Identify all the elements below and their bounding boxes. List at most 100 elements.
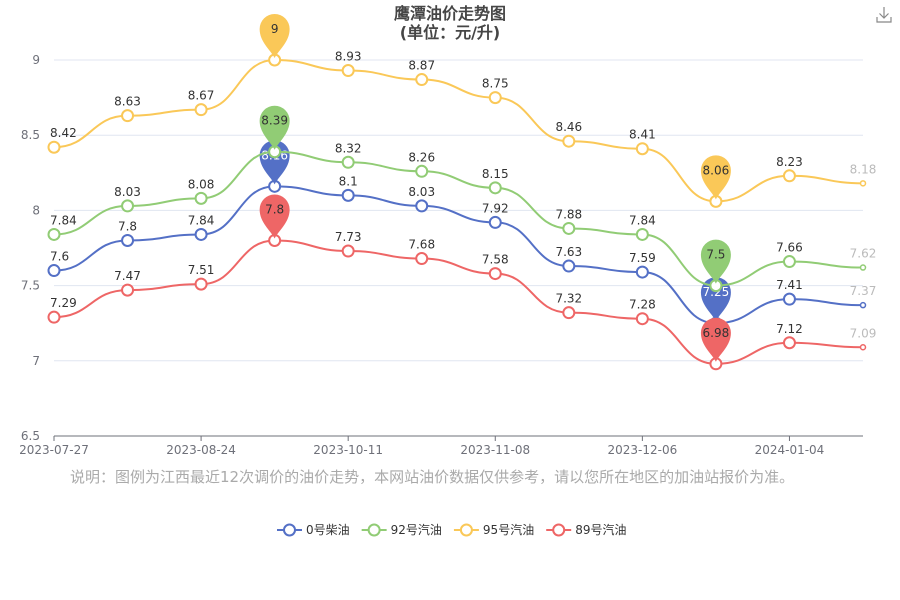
data-label: 7.29 xyxy=(50,296,77,310)
legend-marker-icon xyxy=(367,523,381,537)
legend-item-0[interactable]: 0号柴油 xyxy=(277,523,350,537)
legend-marker-icon xyxy=(459,523,473,537)
data-point xyxy=(341,244,355,258)
data-point xyxy=(194,191,208,205)
data-point xyxy=(415,199,429,213)
data-label: 7.84 xyxy=(629,213,656,227)
mark-point-max: 7.8 xyxy=(259,194,290,239)
data-point xyxy=(635,265,649,279)
data-label: 8.18 xyxy=(850,162,877,176)
data-point xyxy=(782,255,796,269)
data-point xyxy=(782,336,796,350)
mark-point-min: 6.98 xyxy=(700,317,731,362)
data-point xyxy=(341,188,355,202)
mark-point-label: 9 xyxy=(271,22,279,36)
data-label: 8.32 xyxy=(335,141,362,155)
data-label: 8.15 xyxy=(482,167,509,181)
data-point xyxy=(859,180,867,187)
legend-item-1[interactable]: 92号汽油 xyxy=(361,522,442,537)
x-tick-label: 2023-10-11 xyxy=(313,443,383,457)
data-point xyxy=(859,344,867,351)
y-tick-label: 8 xyxy=(32,203,40,217)
data-label: 8.46 xyxy=(555,120,582,134)
data-point xyxy=(415,252,429,266)
chart-title: 鹰潭油价走势图 (单位：元/升) xyxy=(0,4,900,42)
data-label: 7.8 xyxy=(118,219,137,233)
legend-label: 89号汽油 xyxy=(575,522,626,537)
data-point xyxy=(859,301,867,309)
data-point xyxy=(562,221,576,235)
y-tick-label: 9 xyxy=(32,53,40,67)
legend-label: 92号汽油 xyxy=(391,522,442,537)
data-label: 8.08 xyxy=(188,177,215,191)
mark-point-label: 6.98 xyxy=(703,326,730,340)
data-point xyxy=(562,306,576,320)
series-1: 7.84 8.03 8.08 8.32 8.26 8.15 7.88 7.84 7.66 7.62… xyxy=(47,105,877,293)
series-2: 8.428.63 8.678.938.878.758.468.418.238.18… xyxy=(47,14,877,208)
x-tick-label: 2023-07-27 xyxy=(19,443,89,457)
y-tick-label: 8.5 xyxy=(21,128,40,142)
data-point xyxy=(47,140,61,154)
series-0: 7.6 7.8 7.84 8.1 8.03 7.92 7.63 7.59 7.41 7.37 8.1… xyxy=(47,140,877,330)
legend-marker-icon xyxy=(283,523,296,537)
data-point xyxy=(859,264,867,271)
download-icon[interactable] xyxy=(876,6,892,24)
mark-point-max: 8.39 xyxy=(259,105,290,150)
data-point xyxy=(121,199,135,213)
y-tick-label: 7.5 xyxy=(21,279,40,293)
pin-icon xyxy=(700,155,731,200)
data-label: 7.84 xyxy=(50,213,77,227)
data-label: 7.63 xyxy=(555,245,582,259)
data-label: 7.32 xyxy=(555,292,582,306)
data-point xyxy=(635,227,649,241)
data-point xyxy=(47,310,61,324)
data-point xyxy=(488,181,502,195)
data-label: 7.51 xyxy=(188,263,215,277)
data-point xyxy=(47,264,61,278)
data-point xyxy=(415,164,429,178)
series-3: 7.29 7.47 7.51 7.73 7.68 7.58 7.32 7.28 7.12 7.09… xyxy=(47,194,876,371)
data-label: 7.92 xyxy=(482,201,509,215)
mark-point-label: 7.8 xyxy=(265,202,284,216)
data-label: 7.59 xyxy=(629,251,656,265)
mark-point-label: 8.39 xyxy=(261,114,288,128)
data-label: 7.6 xyxy=(50,250,69,264)
data-point xyxy=(194,277,208,291)
pin-icon xyxy=(259,14,290,58)
data-label: 7.28 xyxy=(629,298,656,312)
data-label: 7.68 xyxy=(408,238,435,252)
data-label: 7.84 xyxy=(188,213,215,227)
data-point xyxy=(782,169,796,183)
mark-point-max: 9 xyxy=(259,14,290,58)
title-text: 鹰潭油价走势图 xyxy=(393,4,506,23)
mark-point-label: 8.06 xyxy=(703,163,730,177)
legend-item-3[interactable]: 89号汽油 xyxy=(546,522,626,537)
mark-point-min: 7.25 xyxy=(700,277,731,322)
legend-item-2[interactable]: 95号汽油 xyxy=(453,522,534,537)
pin-icon xyxy=(700,277,731,322)
data-label: 8.87 xyxy=(408,59,435,73)
data-label: 8.63 xyxy=(114,95,141,109)
x-tick-label: 2024-01-04 xyxy=(755,443,825,457)
data-point xyxy=(415,73,429,87)
series-line xyxy=(53,185,864,325)
data-label: 8.03 xyxy=(114,185,141,199)
data-point xyxy=(488,215,502,229)
data-label: 7.12 xyxy=(776,322,803,336)
data-label: 7.88 xyxy=(555,207,582,221)
x-tick-label: 2023-11-08 xyxy=(460,443,530,457)
x-tick-label: 2023-08-24 xyxy=(166,443,236,457)
data-point xyxy=(562,259,576,273)
data-point xyxy=(121,233,135,247)
data-label: 7.58 xyxy=(482,253,509,267)
data-label: 8.23 xyxy=(776,155,803,169)
data-label: 7.62 xyxy=(850,247,877,261)
data-label: 7.37 xyxy=(850,284,877,298)
y-tick-label: 7 xyxy=(32,354,40,368)
data-label: 7.47 xyxy=(114,269,141,283)
data-point xyxy=(635,142,649,156)
legend-marker-icon xyxy=(552,523,566,537)
data-point xyxy=(488,91,502,105)
legend-label: 95号汽油 xyxy=(483,522,534,537)
